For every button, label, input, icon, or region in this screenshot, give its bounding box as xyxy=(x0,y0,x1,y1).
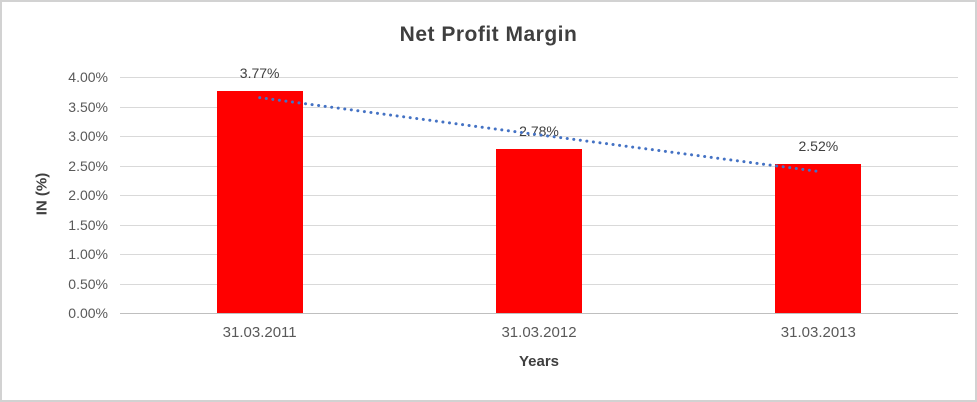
x-axis-tick-label: 31.03.2012 xyxy=(501,324,577,341)
bar-data-label: 2.78% xyxy=(519,122,559,139)
chart-title: Net Profit Margin xyxy=(399,23,578,46)
y-axis-tick-label: 1.00% xyxy=(68,246,108,262)
y-axis-tick-label: 4.00% xyxy=(68,69,108,85)
gridline xyxy=(120,77,958,78)
y-axis-tick-label: 0.50% xyxy=(68,275,108,292)
y-axis-tick-label: 2.00% xyxy=(68,187,108,203)
y-axis-tick-label: 3.00% xyxy=(68,128,108,144)
bar xyxy=(775,164,862,313)
bar-data-label: 3.77% xyxy=(239,64,280,81)
y-axis-tick-label: 1.50% xyxy=(68,216,108,233)
y-axis-tick-label: 2.50% xyxy=(68,157,108,174)
x-axis-line xyxy=(120,313,958,314)
x-axis-title: Years xyxy=(518,353,560,370)
bar-data-label: 2.52% xyxy=(798,138,839,155)
x-axis-tick-label: 31.03.2011 xyxy=(222,324,297,341)
x-axis-tick-label: 31.03.2013 xyxy=(780,324,856,341)
bar xyxy=(216,90,303,313)
y-axis-tick-label: 3.50% xyxy=(68,98,108,115)
y-axis-tick-label: 0.00% xyxy=(68,305,108,321)
bar xyxy=(496,148,582,313)
